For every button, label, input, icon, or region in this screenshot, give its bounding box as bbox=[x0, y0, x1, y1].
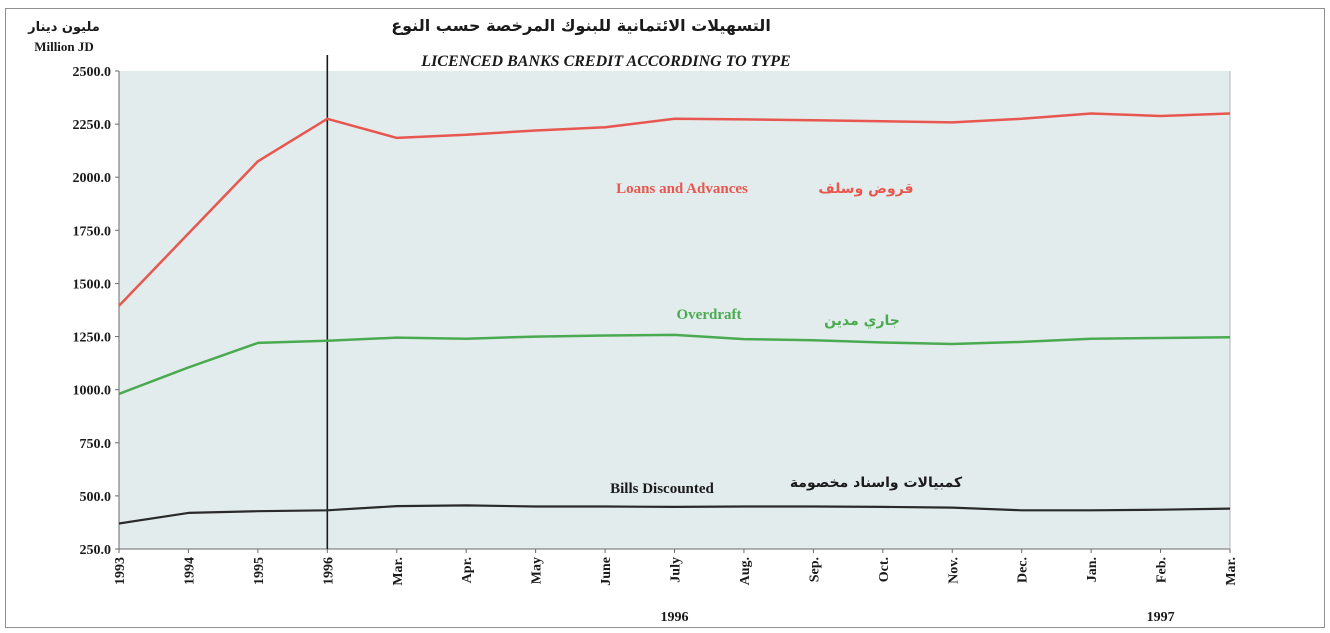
x-tick-label: 1993 bbox=[113, 557, 128, 585]
series-label-english: Overdraft bbox=[677, 307, 742, 323]
year-label-1997: 1997 bbox=[1147, 610, 1175, 625]
y-unit-arabic: مليون دينار bbox=[27, 20, 100, 35]
x-tick-label: Oct. bbox=[877, 557, 892, 582]
x-tick-label: Nov. bbox=[946, 557, 961, 584]
y-tick-label: 2250.0 bbox=[73, 118, 112, 133]
x-tick-label: 1996 bbox=[321, 557, 336, 585]
series-line-bills-discounted bbox=[118, 504, 1231, 525]
series-label-english: Bills Discounted bbox=[610, 481, 714, 497]
series-line-overdraft bbox=[118, 333, 1231, 396]
x-tick-label: Sep. bbox=[807, 557, 822, 582]
series-line-loans-and-advances bbox=[118, 112, 1231, 307]
series-label-english: Loans and Advances bbox=[616, 181, 748, 197]
x-tick-label: Mar. bbox=[1224, 557, 1239, 586]
chart-title-arabic: التسهيلات الائتمانية للبنوك المرخصة حسب … bbox=[391, 16, 771, 35]
year-label-1996: 1996 bbox=[661, 610, 689, 625]
x-tick-label: Jan. bbox=[1085, 557, 1100, 582]
x-tick-label: 1994 bbox=[182, 557, 197, 585]
y-tick-label: 750.0 bbox=[80, 437, 112, 452]
x-tick-label: June bbox=[599, 557, 614, 586]
line-chart: التسهيلات الائتمانية للبنوك المرخصة حسب … bbox=[27, 16, 1240, 625]
series-annotations: Loans and Advances قروض وسلف Overdraft جاري… bbox=[610, 181, 963, 497]
y-tick-label: 1000.0 bbox=[73, 384, 112, 399]
x-tick-label: May bbox=[530, 557, 545, 584]
series-label-arabic: كمبيالات واسناد مخصومة bbox=[790, 475, 963, 491]
y-tick-label: 250.0 bbox=[80, 543, 112, 558]
y-tick-label: 1250.0 bbox=[73, 331, 112, 346]
x-tick-label: Feb. bbox=[1155, 557, 1170, 583]
series-label-arabic: قروض وسلف bbox=[818, 181, 913, 197]
series-lines bbox=[118, 112, 1231, 525]
y-tick-label: 1750.0 bbox=[73, 224, 112, 239]
y-tick-label: 500.0 bbox=[80, 490, 112, 505]
series-label-arabic: جاري مدين bbox=[824, 313, 900, 330]
y-unit-english: Million JD bbox=[34, 39, 94, 54]
plot-area bbox=[119, 71, 1230, 549]
axes bbox=[115, 55, 1231, 553]
x-tick-label: Dec. bbox=[1016, 557, 1031, 583]
chart-frame: التسهيلات الائتمانية للبنوك المرخصة حسب … bbox=[5, 8, 1325, 628]
x-tick-label: Apr. bbox=[460, 557, 475, 583]
x-tick-label: Mar. bbox=[391, 557, 406, 586]
y-tick-label: 2500.0 bbox=[73, 65, 112, 80]
y-tick-label: 1500.0 bbox=[73, 277, 112, 292]
y-tick-label: 2000.0 bbox=[73, 171, 112, 186]
chart-subtitle-english: LICENCED BANKS CREDIT ACCORDING TO TYPE bbox=[420, 53, 790, 70]
tick-labels: 2500.0 2250.0 2000.0 1750.0 1500.0 1250.0 1000… bbox=[73, 65, 1240, 625]
x-tick-label: Aug. bbox=[738, 557, 753, 585]
x-tick-label: July bbox=[669, 557, 684, 583]
x-tick-label: 1995 bbox=[252, 557, 267, 585]
